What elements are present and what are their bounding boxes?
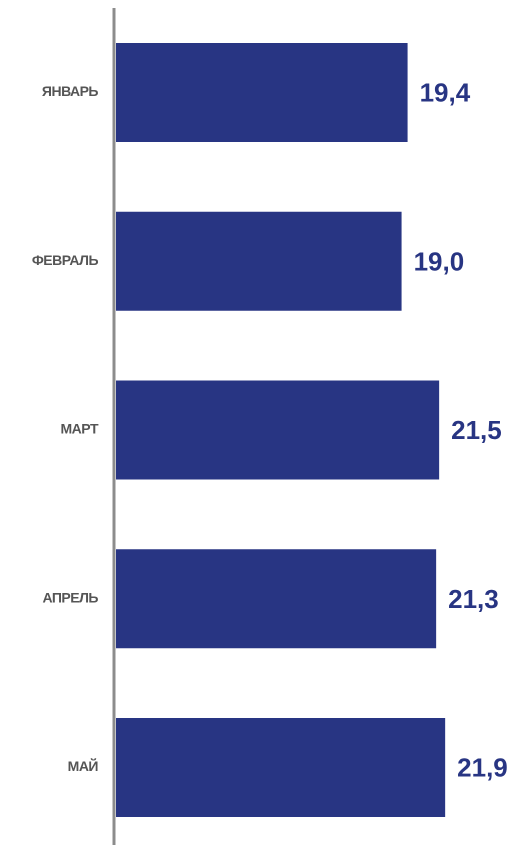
value-label-5: 21,9 <box>457 753 508 783</box>
value-labels-group: 19,4 19,0 21,5 21,3 21,9 <box>414 78 508 783</box>
category-labels-group: ЯНВАРЬ ФЕВРАЛЬ МАРТ АПРЕЛЬ МАЙ <box>32 83 100 774</box>
value-label-2: 19,0 <box>414 246 465 276</box>
bar-3 <box>116 380 440 480</box>
bar-1 <box>116 43 408 142</box>
bar-2 <box>116 211 402 311</box>
category-label-5: МАЙ <box>68 757 99 774</box>
value-label-1: 19,4 <box>420 78 471 108</box>
value-label-3: 21,5 <box>451 415 502 445</box>
bar-4 <box>116 549 437 649</box>
category-label-1: ЯНВАРЬ <box>42 83 99 99</box>
category-label-4: АПРЕЛЬ <box>42 589 98 605</box>
category-label-2: ФЕВРАЛЬ <box>32 252 99 268</box>
category-label-3: МАРТ <box>61 421 99 437</box>
bar-5 <box>116 718 446 817</box>
bars-group <box>116 43 446 817</box>
value-label-4: 21,3 <box>448 584 499 614</box>
